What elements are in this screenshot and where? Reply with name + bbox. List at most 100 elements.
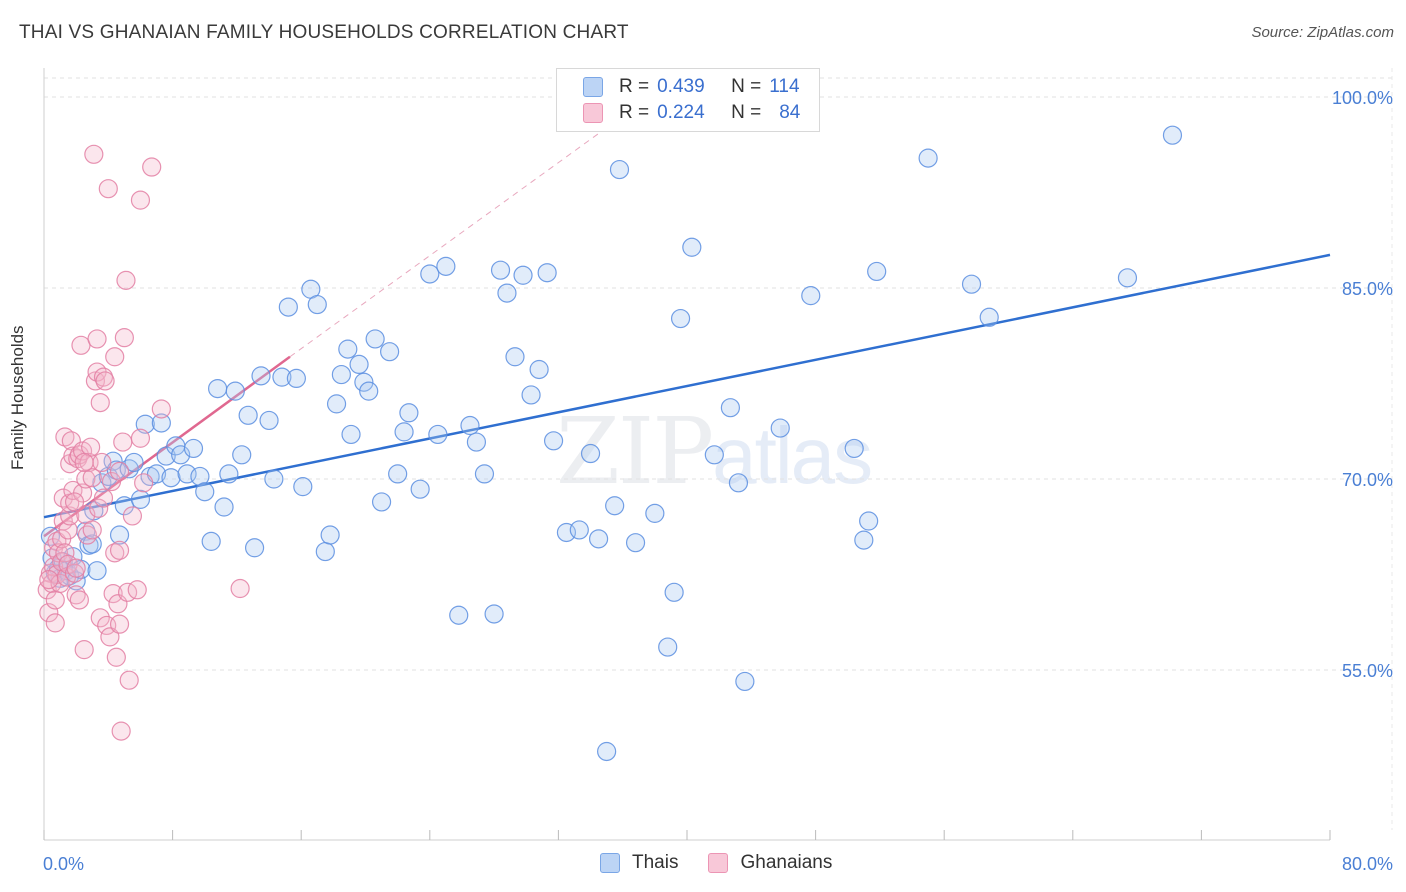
thais-point xyxy=(580,443,601,464)
thais-point xyxy=(251,366,271,386)
trend-line-thais xyxy=(43,253,1331,519)
ghanaians-point xyxy=(106,647,126,667)
thais-point xyxy=(208,378,228,399)
thais-point xyxy=(466,432,487,452)
x-tick-label: 80.0% xyxy=(1342,854,1393,874)
thais-point xyxy=(278,297,298,317)
x-tick-label: 0.0% xyxy=(43,854,84,874)
ghanaians-point xyxy=(111,721,131,741)
thais-point xyxy=(331,364,351,385)
thais-point xyxy=(244,538,265,558)
series-legend: Thais Ghanaians xyxy=(600,852,862,874)
legend-n-value: 84 xyxy=(779,102,801,123)
thais-point xyxy=(543,431,564,451)
thais-point xyxy=(151,413,171,433)
ghanaians-point xyxy=(130,428,151,448)
thais-point xyxy=(735,671,755,692)
thais-point xyxy=(720,398,741,418)
ghanaians-point xyxy=(109,461,130,481)
thais-point xyxy=(605,496,625,516)
ghanaians-point xyxy=(122,506,143,526)
ghanaians-point xyxy=(84,144,104,164)
legend-row-thais: R = 0.439 N = 114 xyxy=(583,75,800,99)
thais-point xyxy=(979,307,999,327)
ghanaians-point xyxy=(130,190,151,210)
thais-point xyxy=(728,473,749,493)
legend-label-thais: Thais xyxy=(632,852,679,873)
legend-swatch-thais xyxy=(600,853,620,873)
ghanaians-point xyxy=(127,580,147,600)
thais-point xyxy=(682,237,702,257)
ghanaians-point xyxy=(105,347,125,367)
legend-item-thais[interactable]: Thais xyxy=(600,852,678,874)
thais-point xyxy=(338,339,358,359)
ghanaians-point xyxy=(109,614,130,634)
y-tick-label: 100.0% xyxy=(1332,88,1393,108)
ghanaians-point xyxy=(45,613,65,633)
ghanaians-point xyxy=(39,569,59,590)
thais-point xyxy=(359,381,379,401)
thais-point xyxy=(190,466,210,487)
ghanaians-point xyxy=(109,540,130,560)
thais-point xyxy=(449,605,469,625)
ghanaians-point xyxy=(151,399,171,419)
ghanaians-point xyxy=(103,583,123,604)
thais-point xyxy=(354,372,374,392)
thais-point xyxy=(225,381,245,401)
thais-point xyxy=(40,526,61,546)
legend-r-value: 0.224 xyxy=(657,102,705,123)
thais-point xyxy=(420,264,440,284)
watermark-atlas: atlas xyxy=(712,411,873,500)
thais-point xyxy=(264,469,284,489)
thais-point xyxy=(286,368,306,389)
ghanaians-point xyxy=(134,473,154,493)
thais-point xyxy=(918,148,938,168)
ghanaians-point xyxy=(101,471,122,492)
legend-row-ghanaians: R = 0.224 N = 84 xyxy=(583,101,800,125)
thais-point xyxy=(569,520,589,540)
stats-legend: R = 0.439 N = 114 R = 0.224 N = 84 xyxy=(556,68,820,132)
ghanaians-point xyxy=(90,393,110,413)
legend-n-label: N = xyxy=(731,76,762,97)
legend-r-value: 0.439 xyxy=(657,76,705,97)
legend-swatch-ghanaians xyxy=(708,853,729,873)
thais-point xyxy=(394,422,414,442)
thais-point xyxy=(428,424,448,445)
ghanaians-point xyxy=(74,452,94,473)
thais-point xyxy=(371,492,392,512)
thais-point xyxy=(645,503,665,523)
ghanaians-point xyxy=(76,469,96,489)
chart-title: THAI VS GHANAIAN FAMILY HOUSEHOLDS CORRE… xyxy=(19,22,629,43)
thais-point xyxy=(513,265,533,285)
thais-point xyxy=(232,445,252,465)
thais-point xyxy=(388,464,408,484)
ghanaians-point xyxy=(45,590,65,610)
thais-point xyxy=(82,534,102,554)
legend-item-ghanaians[interactable]: Ghanaians xyxy=(708,852,832,874)
ghanaians-point xyxy=(89,498,109,518)
thais-point xyxy=(484,604,504,624)
thais-point xyxy=(214,497,234,517)
thais-point xyxy=(1117,268,1138,288)
thais-point xyxy=(219,464,239,484)
thais-point xyxy=(497,283,517,303)
thais-point xyxy=(588,529,609,549)
thais-point xyxy=(130,489,151,509)
thais-point xyxy=(79,535,99,555)
thais-point xyxy=(259,410,279,431)
ghanaians-point xyxy=(55,543,75,563)
ghanaians-point xyxy=(90,608,110,628)
thais-point xyxy=(521,385,541,405)
ghanaians-point xyxy=(230,578,250,599)
thais-point xyxy=(961,274,982,294)
ghanaians-point xyxy=(69,590,89,610)
thais-point xyxy=(201,531,221,551)
thais-point xyxy=(625,533,646,553)
trend-extension-ghanaians xyxy=(289,115,623,358)
thais-point xyxy=(854,530,874,550)
ghanaians-point xyxy=(58,520,78,540)
tick-labels: 100.0% 85.0% 70.0% 55.0% 0.0% 80.0% xyxy=(43,88,1393,874)
thais-point xyxy=(460,415,480,436)
thais-point xyxy=(505,347,525,367)
